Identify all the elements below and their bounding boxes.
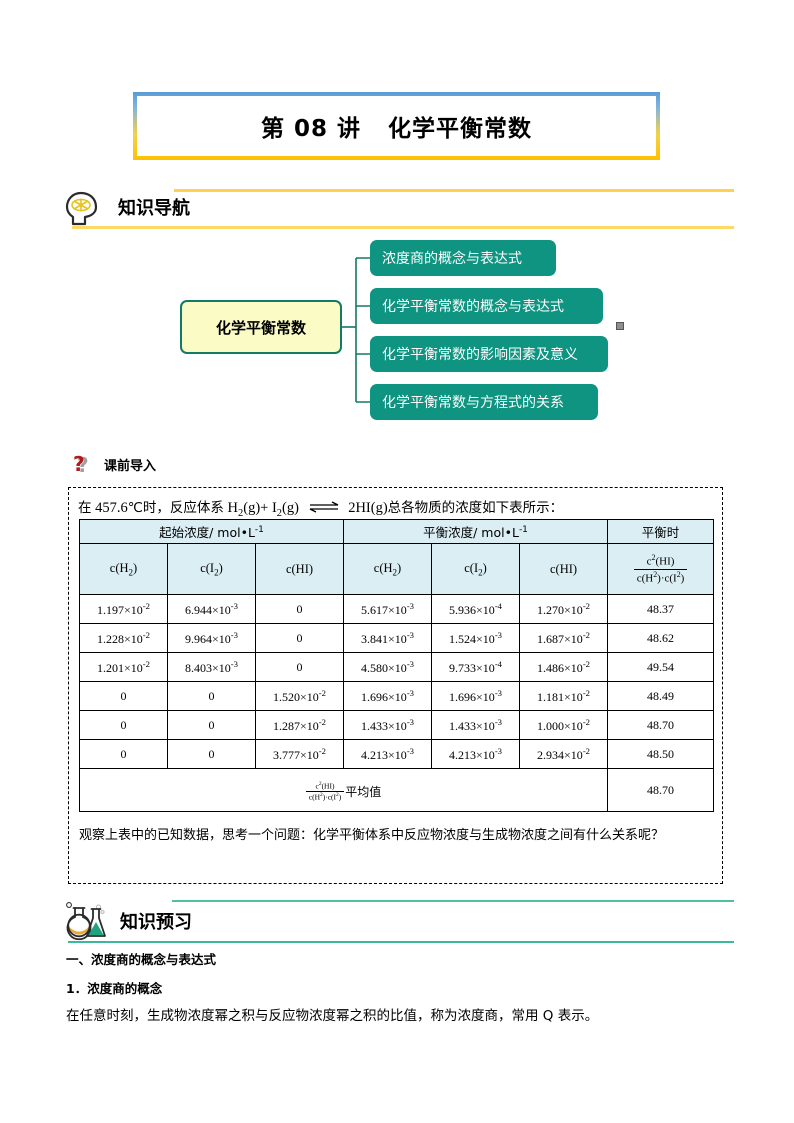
header-col-eq-i2: c(I2) xyxy=(431,543,521,595)
cell: 1.433×10-3 xyxy=(431,710,521,740)
header-at-equilibrium: 平衡时 xyxy=(607,519,715,544)
cell: 1.228×10-2 xyxy=(79,623,168,653)
cell: 1.201×10-2 xyxy=(79,652,168,682)
mindmap: 化学平衡常数 浓度商的概念与表达式 化学平衡常数的概念与表达式 化学平衡常数的影… xyxy=(180,240,624,430)
cell: 48.37 xyxy=(607,594,715,624)
cell: 4.213×10-3 xyxy=(431,739,521,769)
cell: 1.696×10-3 xyxy=(431,681,521,711)
cell: 0 xyxy=(167,710,256,740)
section-label-knowledge-preview: 知识预习 xyxy=(120,912,192,933)
body-heading-2: 1．浓度商的概念 xyxy=(66,981,163,996)
nav-rule-bottom xyxy=(72,226,734,229)
table-row: 1.197×10-2 6.944×10-3 0 5.617×10-3 5.936… xyxy=(79,594,715,624)
cell: 1.486×10-2 xyxy=(519,652,609,682)
header-initial-concentration: 起始浓度/ mol•L-1 xyxy=(78,519,345,544)
table-row: 0 0 3.777×10-2 4.213×10-3 4.213×10-3 2.9… xyxy=(79,739,715,769)
cell: 1.520×10-2 xyxy=(254,681,345,711)
cell: 1.524×10-3 xyxy=(431,623,521,653)
table-row: 1.201×10-2 8.403×10-3 0 4.580×10-3 9.733… xyxy=(79,652,715,682)
stray-marker-artifact xyxy=(616,322,624,330)
cell: 0 xyxy=(254,594,345,624)
cell: 1.181×10-2 xyxy=(519,681,609,711)
question-mark-icon: ? ? xyxy=(73,452,89,476)
body-paragraph: 在任意时刻，生成物浓度幂之积与反应物浓度幂之积的比值，称为浓度商，常用 Q 表示… xyxy=(66,1008,599,1024)
pre-class-intro-box: 在 457.6℃时，反应体系 H2(g)+ I2(g) 2HI(g)总各物质的浓… xyxy=(68,487,723,884)
mindmap-branch-1: 化学平衡常数的概念与表达式 xyxy=(370,288,603,324)
average-label: 平均值 xyxy=(345,785,382,800)
mindmap-branch-0: 浓度商的概念与表达式 xyxy=(370,240,556,276)
head-brain-icon xyxy=(65,191,98,226)
body-heading-1: 一、浓度商的概念与表达式 xyxy=(66,952,217,967)
cell: 1.687×10-2 xyxy=(519,623,609,653)
page-title-banner-inner: 第 08 讲 化学平衡常数 xyxy=(137,96,656,156)
page-title-banner: 第 08 讲 化学平衡常数 xyxy=(133,92,660,160)
cell: 3.841×10-3 xyxy=(343,623,433,653)
svg-text:?: ? xyxy=(73,452,85,476)
svg-text:?: ? xyxy=(77,453,89,476)
prep-rule-bottom xyxy=(68,941,734,943)
cell: 5.936×10-4 xyxy=(431,594,521,624)
table-row: 1.228×10-2 9.964×10-3 0 3.841×10-3 1.524… xyxy=(79,623,715,653)
cell: 48.49 xyxy=(607,681,715,711)
section-label-knowledge-nav: 知识导航 xyxy=(118,198,190,219)
mindmap-branch-2: 化学平衡常数的影响因素及意义 xyxy=(370,336,608,372)
table-row: 0 0 1.520×10-2 1.696×10-3 1.696×10-3 1.1… xyxy=(79,681,715,711)
cell: 9.964×10-3 xyxy=(167,623,256,653)
header-col-k-expression: c2(HI) c(H2)·c(I2) xyxy=(607,543,715,595)
section-header-knowledge-nav: 知识导航 xyxy=(62,188,734,230)
cell: 48.62 xyxy=(607,623,715,653)
cell: 48.50 xyxy=(607,739,715,769)
cell: 9.733×10-4 xyxy=(431,652,521,682)
cell: 0 xyxy=(79,739,168,769)
cell: 4.580×10-3 xyxy=(343,652,433,682)
mindmap-connector-lines xyxy=(342,257,370,403)
table-row: 0 0 1.287×10-2 1.433×10-3 1.433×10-3 1.0… xyxy=(79,710,715,740)
section-header-knowledge-preview: 知识预习 xyxy=(62,898,734,946)
table-header-sub-row: c(H2) c(I2) c(HI) c(H2) c(I2) c(HI) c2(H… xyxy=(79,543,715,595)
cell: 1.696×10-3 xyxy=(343,681,433,711)
table-body: 1.197×10-2 6.944×10-3 0 5.617×10-3 5.936… xyxy=(78,594,715,812)
page-title: 第 08 讲 化学平衡常数 xyxy=(260,116,533,142)
cell: 48.70 xyxy=(607,710,715,740)
header-col-init-h2: c(H2) xyxy=(79,543,168,595)
section-label-pre-class-intro: 课前导入 xyxy=(104,459,157,474)
header-col-eq-hi: c(HI) xyxy=(519,543,609,595)
cell: 0 xyxy=(79,681,168,711)
concentration-data-table: 起始浓度/ mol•L-1 平衡浓度/ mol•L-1 平衡时 c(H2) c(… xyxy=(78,519,715,812)
header-col-eq-h2: c(H2) xyxy=(343,543,433,595)
cell: 1.000×10-2 xyxy=(519,710,609,740)
mindmap-branch-3: 化学平衡常数与方程式的关系 xyxy=(370,384,598,420)
average-value-cell: 48.70 xyxy=(607,768,715,812)
cell: 0 xyxy=(254,652,345,682)
cell: 1.270×10-2 xyxy=(519,594,609,624)
cell: 0 xyxy=(254,623,345,653)
average-label-cell: c2(HI) c(H2)·c(I2) 平均值 xyxy=(78,768,609,812)
flask-icon xyxy=(66,902,106,941)
cell: 0 xyxy=(167,739,256,769)
cell: 1.287×10-2 xyxy=(254,710,345,740)
cell: 5.617×10-3 xyxy=(343,594,433,624)
cell: 3.777×10-2 xyxy=(254,739,345,769)
prep-rule-top xyxy=(172,900,734,902)
equilibrium-arrow-icon xyxy=(306,501,342,513)
cell: 1.197×10-2 xyxy=(79,594,168,624)
cell: 49.54 xyxy=(607,652,715,682)
cell: 2.934×10-2 xyxy=(519,739,609,769)
table-average-row: c2(HI) c(H2)·c(I2) 平均值 48.70 xyxy=(78,768,715,812)
cell: 1.433×10-3 xyxy=(343,710,433,740)
cell: 8.403×10-3 xyxy=(167,652,256,682)
section-header-pre-class-intro: ? ? 课前导入 xyxy=(64,452,724,478)
mindmap-root-node: 化学平衡常数 xyxy=(180,300,342,354)
reaction-lead-line: 在 457.6℃时，反应体系 H2(g)+ I2(g) 2HI(g)总各物质的浓… xyxy=(78,500,564,519)
cell: 0 xyxy=(79,710,168,740)
header-col-init-i2: c(I2) xyxy=(167,543,256,595)
cell: 4.213×10-3 xyxy=(343,739,433,769)
closing-question-text: 观察上表中的已知数据，思考一个问题：化学平衡体系中反应物浓度与生成物浓度之间有什… xyxy=(79,828,665,843)
nav-rule-top xyxy=(174,189,734,192)
table-header-group-row: 起始浓度/ mol•L-1 平衡浓度/ mol•L-1 平衡时 xyxy=(78,519,715,544)
header-col-init-hi: c(HI) xyxy=(254,543,345,595)
cell: 6.944×10-3 xyxy=(167,594,256,624)
cell: 0 xyxy=(167,681,256,711)
header-equilibrium-concentration: 平衡浓度/ mol•L-1 xyxy=(343,519,609,544)
